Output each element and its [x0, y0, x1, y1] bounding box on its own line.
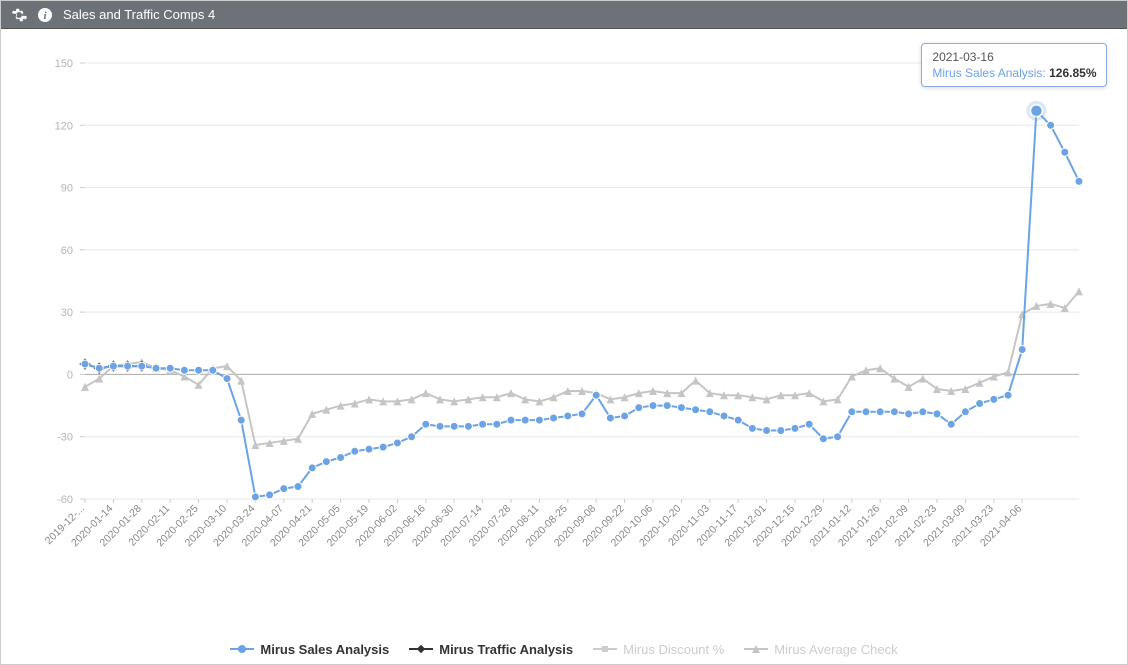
svg-text:-30: -30: [57, 432, 73, 444]
tooltip-date: 2021-03-16: [932, 50, 1096, 64]
chart-tooltip: 2021-03-16 Mirus Sales Analysis: 126.85%: [921, 43, 1107, 87]
legend-item-sales[interactable]: Mirus Sales Analysis: [230, 642, 389, 657]
legend-swatch-diamond-icon: [409, 642, 433, 656]
panel: i Sales and Traffic Comps 4 -60 -30 0 30 60 9…: [0, 0, 1128, 665]
line-chart[interactable]: -60-3003060901201502019-12-...2020-01-14…: [31, 49, 1099, 589]
legend-item-traffic[interactable]: Mirus Traffic Analysis: [409, 642, 573, 657]
panel-title: Sales and Traffic Comps 4: [63, 7, 215, 22]
info-icon[interactable]: i: [37, 7, 53, 23]
svg-text:150: 150: [55, 58, 73, 70]
legend-swatch-triangle-icon: [744, 642, 768, 656]
legend-swatch-circle-icon: [230, 642, 254, 656]
svg-text:60: 60: [61, 245, 73, 257]
svg-text:30: 30: [61, 307, 73, 319]
legend-label: Mirus Traffic Analysis: [439, 642, 573, 657]
legend-swatch-square-icon: [593, 642, 617, 656]
panel-header: i Sales and Traffic Comps 4: [1, 1, 1127, 29]
chart-legend: Mirus Sales Analysis Mirus Traffic Analy…: [1, 634, 1127, 664]
legend-item-discount[interactable]: Mirus Discount %: [593, 642, 724, 657]
legend-item-avg-check[interactable]: Mirus Average Check: [744, 642, 897, 657]
svg-text:120: 120: [55, 120, 73, 132]
legend-label: Mirus Discount %: [623, 642, 724, 657]
svg-text:90: 90: [61, 183, 73, 195]
tooltip-value: 126.85%: [1049, 66, 1096, 80]
tooltip-series-label: Mirus Sales Analysis:: [932, 66, 1045, 80]
svg-text:0: 0: [67, 369, 73, 381]
legend-label: Mirus Sales Analysis: [260, 642, 389, 657]
gear-icon[interactable]: [11, 7, 27, 23]
legend-label: Mirus Average Check: [774, 642, 897, 657]
svg-text:-60: -60: [57, 494, 73, 506]
chart-area[interactable]: -60-3003060901201502019-12-...2020-01-14…: [1, 29, 1127, 634]
